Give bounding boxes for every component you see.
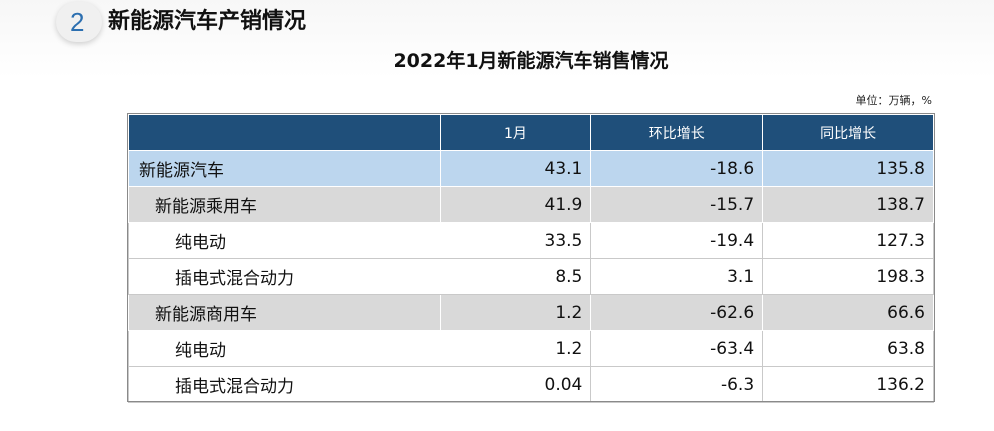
sales-table: 1月 环比增长 同比增长 新能源汽车 43.1 -18.6 135.8 新能源乘…	[128, 114, 934, 403]
row-month-value: 1.2	[439, 294, 592, 331]
row-yoy-value: 198.3	[762, 258, 934, 295]
table-row: 插电式混合动力 8.5 3.1 198.3	[128, 258, 934, 295]
row-yoy-value: 63.8	[762, 330, 934, 367]
table-row: 纯电动 1.2 -63.4 63.8	[128, 330, 934, 367]
table-row: 新能源商用车 1.2 -62.6 66.6	[128, 294, 934, 331]
row-yoy-value: 138.7	[762, 186, 934, 223]
header-mom: 环比增长	[590, 114, 764, 151]
row-month-value: 8.5	[439, 258, 592, 295]
table-row: 插电式混合动力 0.04 -6.3 136.2	[128, 366, 934, 403]
row-mom-value: -18.6	[590, 150, 764, 187]
section-badge	[56, 2, 102, 42]
header-yoy: 同比增长	[762, 114, 934, 151]
section-number: 2	[70, 7, 85, 37]
table-row: 新能源乘用车 41.9 -15.7 138.7	[128, 186, 934, 223]
row-mom-value: -6.3	[590, 366, 764, 403]
unit-label: 单位：万辆，%	[855, 94, 932, 107]
header-month: 1月	[439, 114, 592, 151]
row-name: 纯电动	[128, 222, 441, 259]
row-yoy-value: 66.6	[762, 294, 934, 331]
row-mom-value: -62.6	[590, 294, 764, 331]
row-name: 新能源商用车	[128, 294, 441, 331]
table-title: 2022年1月新能源汽车销售情况	[393, 50, 669, 72]
row-month-value: 1.2	[439, 330, 592, 367]
row-month-value: 33.5	[439, 222, 592, 259]
row-month-value: 0.04	[439, 366, 592, 403]
row-yoy-value: 135.8	[762, 150, 934, 187]
row-month-value: 41.9	[439, 186, 592, 223]
section-title: 新能源汽车产销情况	[108, 9, 307, 34]
row-yoy-value: 136.2	[762, 366, 934, 403]
row-month-value: 43.1	[439, 150, 592, 187]
row-name: 插电式混合动力	[128, 258, 441, 295]
header-category	[128, 114, 441, 151]
row-mom-value: -19.4	[590, 222, 764, 259]
row-mom-value: -15.7	[590, 186, 764, 223]
row-name: 纯电动	[128, 330, 441, 367]
table-row: 新能源汽车 43.1 -18.6 135.8	[128, 150, 934, 187]
table-header-row: 1月 环比增长 同比增长	[128, 114, 934, 151]
row-name: 新能源汽车	[128, 150, 441, 187]
row-yoy-value: 127.3	[762, 222, 934, 259]
row-name: 插电式混合动力	[128, 366, 441, 403]
row-mom-value: -63.4	[590, 330, 764, 367]
row-mom-value: 3.1	[590, 258, 764, 295]
table-row: 纯电动 33.5 -19.4 127.3	[128, 222, 934, 259]
row-name: 新能源乘用车	[128, 186, 441, 223]
